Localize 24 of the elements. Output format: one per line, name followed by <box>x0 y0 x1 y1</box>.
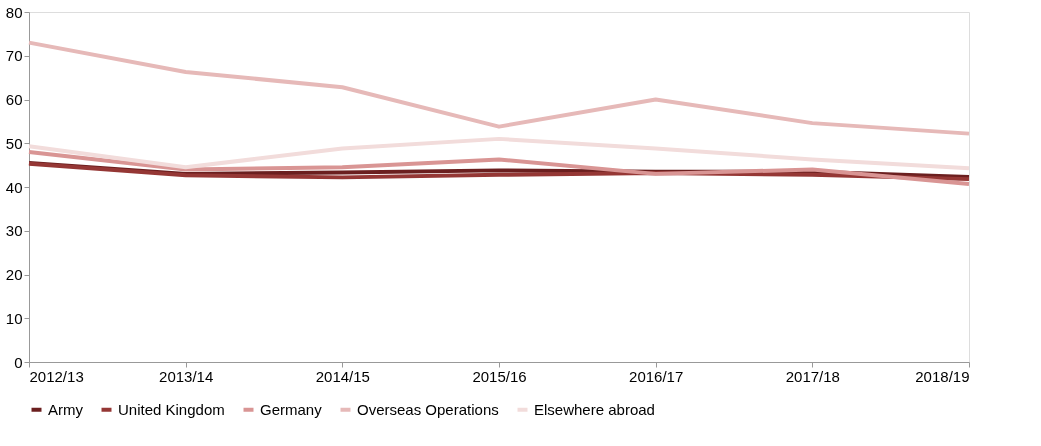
y-tick-label: 70 <box>5 47 23 65</box>
x-tick-label: 2016/17 <box>629 367 684 385</box>
y-tick-label: 10 <box>5 309 23 327</box>
x-tick-label: 2014/15 <box>315 367 370 385</box>
line-series <box>27 136 971 171</box>
legend-label: Elsewhere abroad <box>534 400 655 418</box>
y-tick-label: 20 <box>5 266 23 283</box>
legend-label: Army <box>48 400 84 418</box>
y-tick-label: 40 <box>5 178 23 196</box>
x-tick-label: 2017/18 <box>785 367 840 385</box>
y-tick-label: 80 <box>5 3 23 21</box>
legend-label: Germany <box>260 400 323 418</box>
y-tick-label: 30 <box>5 222 23 240</box>
legend-label: United Kingdom <box>118 400 225 418</box>
legend-label: Overseas Operations <box>357 400 499 418</box>
x-tick-label: 2018/19 <box>915 367 970 385</box>
x-tick-label: 2012/13 <box>29 367 84 385</box>
x-tick-label: 2015/16 <box>472 367 527 385</box>
line-series <box>27 40 971 136</box>
y-tick-label: 60 <box>5 91 23 108</box>
x-tick-label: 2013/14 <box>159 367 214 385</box>
y-tick-label: 50 <box>5 134 23 152</box>
y-tick-label: 0 <box>14 353 23 371</box>
line-series <box>27 150 971 186</box>
